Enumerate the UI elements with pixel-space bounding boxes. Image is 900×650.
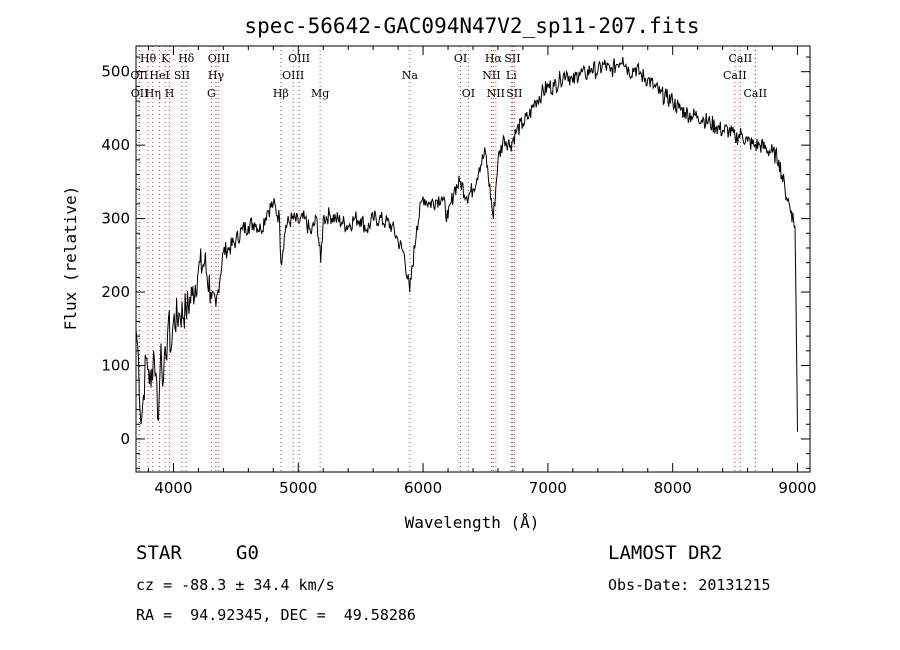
y-tick-label: 500 <box>101 63 130 81</box>
object-subclass: G0 <box>236 542 259 564</box>
survey-name: LAMOST DR2 <box>608 542 723 564</box>
object-class: STAR <box>136 542 182 564</box>
x-tick-label: 8000 <box>654 479 692 497</box>
line-label: NII <box>482 69 500 82</box>
x-tick-label: 7000 <box>529 479 567 497</box>
line-label: Hγ <box>208 69 225 82</box>
y-tick-label: 300 <box>101 210 130 228</box>
x-tick-label: 6000 <box>404 479 442 497</box>
y-tick-label: 0 <box>120 430 130 448</box>
axes: 4000 5000 6000 7000 8000 9000 0 100 200 300 400 500 <box>101 45 817 497</box>
line-label: SII <box>506 87 522 100</box>
y-axis-label: Flux (relative) <box>61 186 80 331</box>
chart-title: spec-56642-GAC094N47V2_sp11-207.fits <box>244 14 699 38</box>
line-label: Hθ <box>140 52 157 65</box>
spectrum-series-line <box>135 56 798 432</box>
x-tick-label: 9000 <box>778 479 816 497</box>
line-label: G <box>207 87 216 100</box>
line-label: OIII <box>208 52 230 65</box>
line-label: OIII <box>282 69 304 82</box>
line-label: OIII <box>288 52 310 65</box>
line-label: HeI <box>149 69 169 82</box>
emission-line-labels: OII OII Hθ Hη HeI K H SII Hδ G Hγ OIII Hβ OIII OIII Mg N… <box>130 52 767 100</box>
line-label: Hη <box>145 87 161 100</box>
line-label: OII <box>131 87 149 100</box>
line-label: H <box>165 87 175 100</box>
line-label: OII <box>130 69 148 82</box>
line-label: Mg <box>311 87 329 100</box>
line-label: NII <box>487 87 505 100</box>
line-label: CaII <box>723 69 747 82</box>
line-label: Hβ <box>273 87 289 100</box>
x-tick-label: 4000 <box>154 479 192 497</box>
line-label: CaII <box>729 52 753 65</box>
line-label: SII <box>504 52 520 65</box>
line-label: Li <box>506 69 517 82</box>
redshift-velocity: cz = -88.3 ± 34.4 km/s <box>136 576 335 594</box>
line-label: OI <box>454 52 467 65</box>
emission-line-markers <box>138 46 756 472</box>
plot-frame <box>135 45 811 473</box>
line-label: Hα <box>485 52 503 65</box>
y-tick-label: 200 <box>101 283 130 301</box>
line-label: Hδ <box>178 52 195 65</box>
y-tick-label: 400 <box>101 136 130 154</box>
line-label: SII <box>174 69 190 82</box>
x-axis-label: Wavelength (Å) <box>405 513 540 532</box>
line-label: CaII <box>743 87 767 100</box>
observation-date: Obs-Date: 20131215 <box>608 576 771 594</box>
y-tick-label: 100 <box>101 357 130 375</box>
line-label: Na <box>402 69 419 82</box>
sky-coordinates: RA = 94.92345, DEC = 49.58286 <box>136 606 416 624</box>
line-label: K <box>161 52 170 65</box>
x-tick-label: 5000 <box>279 479 317 497</box>
line-label: OI <box>462 87 475 100</box>
